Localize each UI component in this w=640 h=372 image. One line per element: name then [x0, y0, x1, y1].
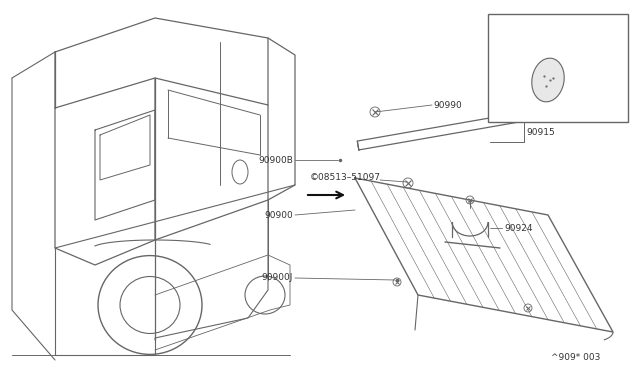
Text: ^909* 003: ^909* 003	[550, 353, 600, 362]
Text: 90900B: 90900B	[258, 155, 293, 164]
Text: 90924: 90924	[504, 224, 532, 232]
Text: 90910G: 90910G	[530, 26, 566, 35]
Text: 90900J: 90900J	[262, 273, 293, 282]
Bar	[488, 14, 628, 122]
Text: ©08513–51097: ©08513–51097	[310, 173, 381, 182]
Ellipse shape	[532, 58, 564, 102]
Text: 90915: 90915	[526, 128, 555, 137]
Text: 90990: 90990	[433, 100, 461, 109]
Text: 90900: 90900	[264, 211, 293, 219]
